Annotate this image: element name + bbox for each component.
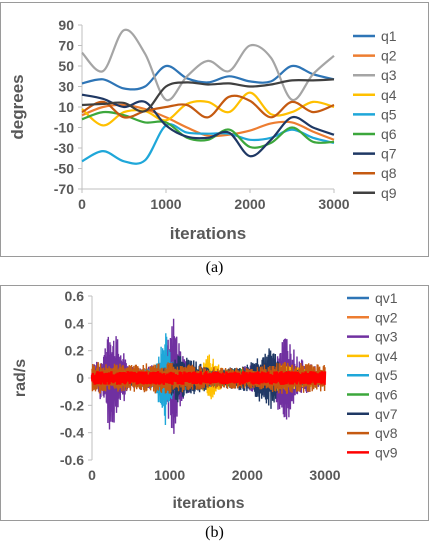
legend-label-qv8: qv8 bbox=[375, 425, 398, 441]
legend-label-qv9: qv9 bbox=[375, 444, 398, 460]
series-line-q9 bbox=[81, 78, 335, 113]
caption-a: (a) bbox=[205, 259, 224, 276]
legend-label-qv7: qv7 bbox=[375, 406, 398, 422]
x-tick-label: 1000 bbox=[154, 467, 185, 483]
x-tick-label: 1000 bbox=[150, 196, 181, 212]
y-axis-label: rad/s bbox=[12, 359, 29, 397]
x-tick-label: 2000 bbox=[234, 196, 265, 212]
series-lines bbox=[81, 28, 335, 165]
series-line-q6 bbox=[81, 110, 335, 149]
y-tick-label: 0.6 bbox=[65, 288, 85, 304]
legend-label-qv3: qv3 bbox=[375, 329, 398, 345]
y-tick-label: 30 bbox=[58, 79, 74, 95]
legend-label-qv1: qv1 bbox=[375, 290, 398, 306]
caption-b: (b) bbox=[205, 524, 224, 541]
chart-b-svg: -0.6 -0.4 -0.2 0 0.2 0.4 0.6 0 1000 2000 3000 itera… bbox=[12, 288, 398, 512]
x-axis-label: iterations bbox=[172, 495, 244, 512]
y-tick-label: -0.4 bbox=[60, 425, 84, 441]
legend-label-q3: q3 bbox=[381, 67, 397, 83]
y-tick-label: -30 bbox=[54, 140, 74, 156]
chart-a-panel: -70 -50 -30 -10 10 30 50 70 90 0 1000 2000 3000 itera… bbox=[0, 2, 429, 257]
x-tick-label: 2000 bbox=[232, 467, 263, 483]
y-tick-label: -0.2 bbox=[60, 397, 84, 413]
series-line-q8 bbox=[81, 94, 335, 119]
y-tick-label: -70 bbox=[54, 181, 74, 197]
legend-label-q4: q4 bbox=[381, 87, 397, 103]
x-tick-label: 0 bbox=[78, 196, 86, 212]
legend-label-qv4: qv4 bbox=[375, 348, 398, 364]
series-line-qv9 bbox=[90, 371, 327, 385]
legend-label-q8: q8 bbox=[381, 165, 397, 181]
legend-label-qv2: qv2 bbox=[375, 309, 398, 325]
chart-a-svg: -70 -50 -30 -10 10 30 50 70 90 0 1000 2000 3000 itera… bbox=[8, 17, 397, 243]
series-lines bbox=[90, 318, 327, 434]
series-line-q7 bbox=[81, 93, 335, 158]
y-tick-label: 50 bbox=[58, 58, 74, 74]
series-line-q5 bbox=[81, 123, 335, 165]
y-tick-label: 0 bbox=[76, 370, 84, 386]
series-line-q4 bbox=[81, 91, 335, 127]
legend-label-qv6: qv6 bbox=[375, 387, 398, 403]
legend-label-qv5: qv5 bbox=[375, 367, 398, 383]
series-line-q3 bbox=[81, 28, 335, 102]
x-tick-label: 3000 bbox=[318, 196, 349, 212]
y-tick-label: 0.4 bbox=[65, 315, 85, 331]
y-tick-label: 0.2 bbox=[65, 343, 85, 359]
legend-label-q7: q7 bbox=[381, 146, 397, 162]
y-axis-label: degrees bbox=[8, 74, 27, 139]
series-line-q1 bbox=[81, 64, 335, 91]
series-line-q2 bbox=[81, 103, 335, 141]
y-tick-label: -0.6 bbox=[60, 452, 84, 468]
legend-label-q6: q6 bbox=[381, 126, 397, 142]
y-tick-label: 70 bbox=[58, 38, 74, 54]
y-tick-label: -50 bbox=[54, 161, 74, 177]
x-tick-label: 3000 bbox=[309, 467, 340, 483]
y-tick-label: -10 bbox=[54, 120, 74, 136]
legend-label-q1: q1 bbox=[381, 28, 397, 44]
legend-label-q2: q2 bbox=[381, 48, 397, 64]
x-tick-label: 0 bbox=[88, 467, 96, 483]
x-axis-label: iterations bbox=[170, 224, 247, 243]
y-tick-label: 10 bbox=[58, 99, 74, 115]
legend-label-q5: q5 bbox=[381, 106, 397, 122]
y-tick-label: 90 bbox=[58, 17, 74, 33]
legend-label-q9: q9 bbox=[381, 185, 397, 201]
chart-b-panel: -0.6 -0.4 -0.2 0 0.2 0.4 0.6 0 1000 2000 3000 itera… bbox=[0, 285, 429, 521]
